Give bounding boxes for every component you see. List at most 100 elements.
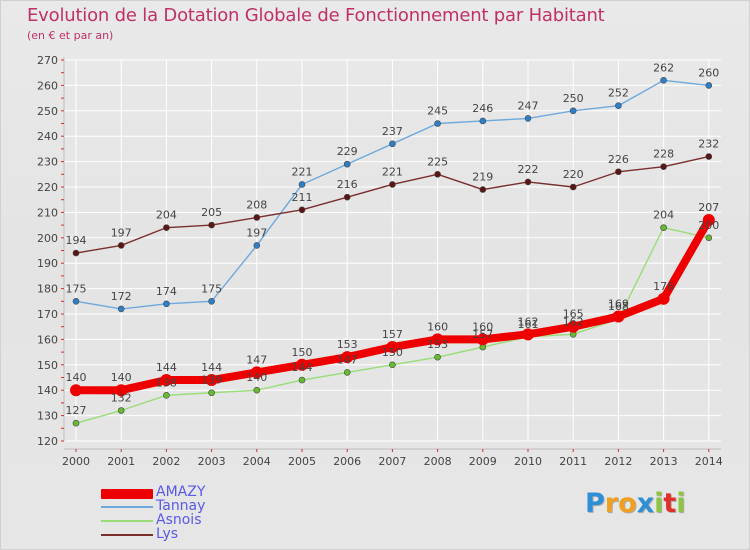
series-lines <box>70 77 715 427</box>
data-point-asnois <box>72 419 80 427</box>
data-label-lys: 228 <box>653 148 674 161</box>
data-point-amazy <box>160 374 173 387</box>
data-point-lys <box>434 171 441 178</box>
data-label-amazy: 147 <box>246 353 267 366</box>
data-label-tannay: 247 <box>518 99 539 112</box>
data-label-lys: 205 <box>201 206 222 219</box>
legend-label-amazy: AMAZY <box>156 484 206 500</box>
data-label-asnois: 132 <box>111 392 132 405</box>
data-label-tannay: 250 <box>563 92 584 105</box>
data-label-amazy: 169 <box>608 298 629 311</box>
data-point-asnois <box>163 391 170 399</box>
data-point-amazy <box>386 341 399 354</box>
data-point-tannay <box>343 160 351 168</box>
legend-swatch-lys <box>101 534 153 536</box>
data-label-tannay: 175 <box>66 282 87 295</box>
data-point-lys <box>208 221 215 229</box>
data-label-tannay: 237 <box>382 125 403 138</box>
x-tick-label: 2012 <box>604 455 632 468</box>
logo-letter: o <box>618 488 637 519</box>
data-point-tannay <box>524 115 532 122</box>
x-tick-label: 2003 <box>198 455 226 468</box>
y-tick-label: 270 <box>37 54 58 67</box>
data-label-tannay: 172 <box>111 290 132 303</box>
data-point-amazy <box>567 320 580 333</box>
data-point-tannay <box>479 117 487 125</box>
data-label-asnois: 150 <box>382 346 403 359</box>
x-tick-label: 2010 <box>514 455 542 468</box>
data-point-asnois <box>298 376 306 384</box>
data-label-tannay: 197 <box>246 226 267 239</box>
data-label-asnois: 147 <box>337 353 358 366</box>
data-label-lys: 194 <box>66 234 87 247</box>
logo-letter: t <box>663 488 677 519</box>
x-tick-label: 2000 <box>62 455 90 468</box>
data-point-lys <box>343 193 351 201</box>
x-tick-label: 2006 <box>333 455 361 468</box>
data-label-tannay: 174 <box>156 285 177 298</box>
data-point-asnois <box>434 353 441 361</box>
legend-label-asnois: Asnois <box>156 512 202 528</box>
data-point-amazy <box>522 328 534 341</box>
data-point-amazy <box>250 366 263 379</box>
data-point-lys <box>117 242 125 249</box>
data-label-amazy: 157 <box>382 328 403 341</box>
legend-swatch-tannay <box>101 506 153 508</box>
data-point-tannay <box>434 120 441 127</box>
y-tick-label: 180 <box>37 283 58 296</box>
data-point-amazy <box>205 374 218 387</box>
data-point-asnois <box>208 389 215 397</box>
y-tick-label: 210 <box>37 206 58 219</box>
data-point-lys <box>72 249 80 257</box>
data-point-lys <box>615 168 622 176</box>
data-point-amazy <box>476 333 489 346</box>
y-tick-label: 190 <box>37 257 58 270</box>
x-tick-label: 2011 <box>559 455 587 468</box>
data-point-tannay <box>72 297 80 305</box>
logo-letter: r <box>604 488 619 519</box>
legend-label-lys: Lys <box>156 526 179 542</box>
y-tick-label: 240 <box>37 130 58 143</box>
y-tick-label: 140 <box>37 384 58 397</box>
data-point-asnois <box>660 224 667 231</box>
logo-letter: P <box>585 488 605 519</box>
data-point-asnois <box>705 234 713 242</box>
x-tick-label: 2001 <box>107 455 135 468</box>
data-label-asnois: 161 <box>518 318 539 331</box>
data-label-lys: 197 <box>111 226 132 239</box>
legend-label-tannay: Tannay <box>156 498 206 514</box>
data-label-tannay: 252 <box>608 87 629 100</box>
data-point-lys <box>569 183 577 191</box>
data-point-lys <box>524 178 532 186</box>
data-label-amazy: 165 <box>563 308 584 321</box>
proxiti-logo: Proxiti <box>585 488 686 519</box>
data-label-lys: 221 <box>382 165 403 178</box>
data-point-asnois <box>343 369 351 376</box>
data-point-asnois <box>389 361 396 369</box>
data-label-lys: 222 <box>518 163 539 176</box>
data-label-amazy: 140 <box>66 371 87 384</box>
data-label-lys: 220 <box>563 168 584 181</box>
data-point-asnois <box>253 386 261 394</box>
logo-letter: i <box>654 488 664 519</box>
data-point-lys <box>660 163 667 170</box>
data-label-asnois: 168 <box>608 300 629 313</box>
data-labels: 175 172 174 175 197 221 229 237 245 246 247 250 252 2… <box>66 61 720 417</box>
data-label-amazy: 207 <box>698 201 719 214</box>
data-point-amazy <box>702 214 715 227</box>
x-tick-label: 2004 <box>243 455 271 468</box>
x-tick-label: 2007 <box>378 455 406 468</box>
x-tick-label: 2009 <box>469 455 497 468</box>
data-label-tannay: 262 <box>653 61 674 74</box>
data-point-tannay <box>163 300 170 308</box>
data-point-lys <box>389 181 396 188</box>
data-point-asnois <box>117 407 125 414</box>
data-label-lys: 226 <box>608 153 629 166</box>
data-point-tannay <box>208 297 215 305</box>
data-label-amazy: 162 <box>518 315 539 328</box>
data-point-tannay <box>253 242 261 249</box>
y-tick-label: 160 <box>37 333 58 346</box>
data-label-asnois: 139 <box>201 374 222 387</box>
data-label-asnois: 153 <box>427 338 448 351</box>
